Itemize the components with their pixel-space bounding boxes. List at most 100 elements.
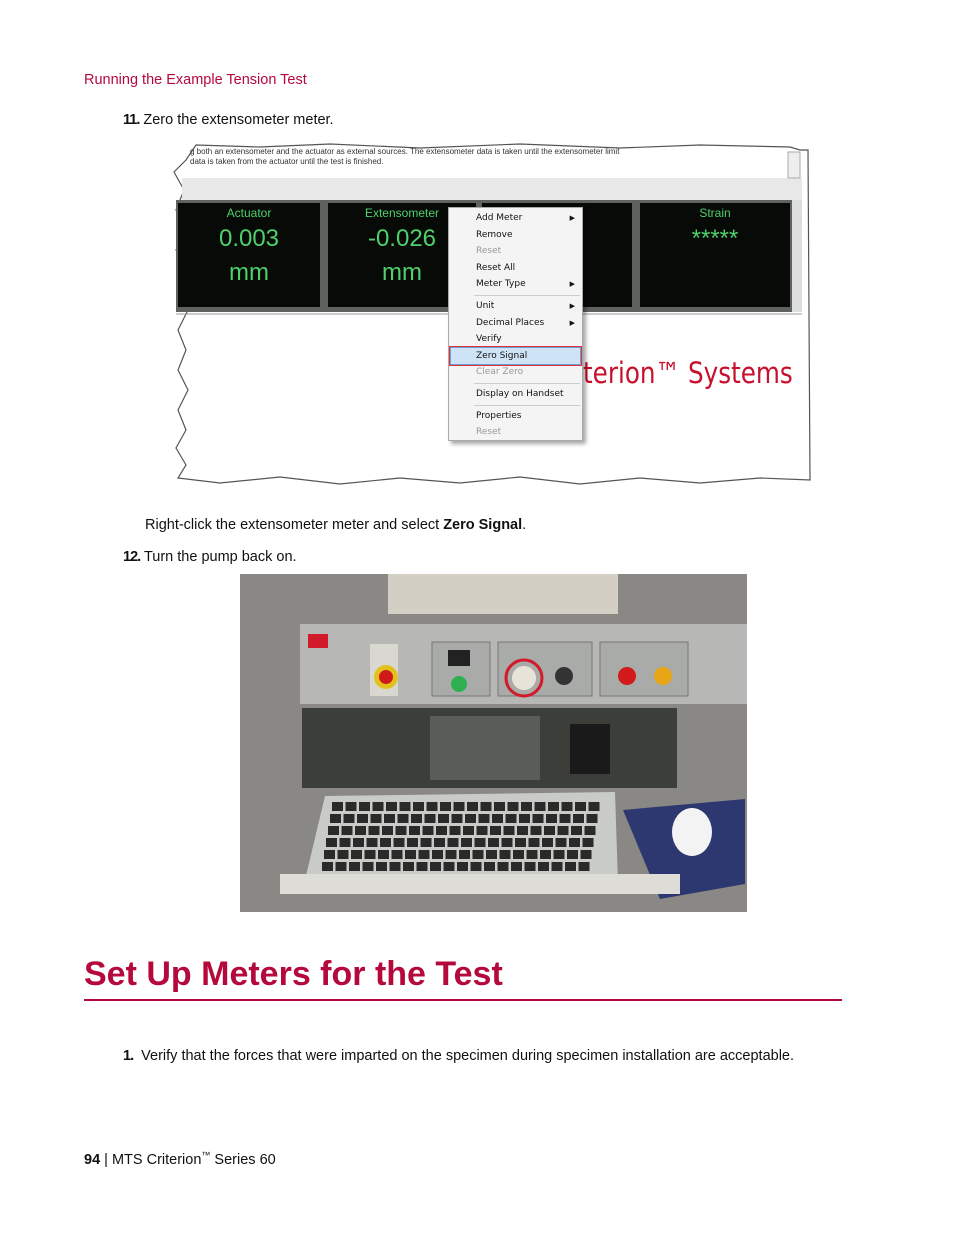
key xyxy=(494,802,505,811)
key xyxy=(538,862,549,871)
running-header: Running the Example Tension Test xyxy=(84,72,307,88)
step: 1. Verify that the forces that were impa… xyxy=(123,1048,794,1064)
key xyxy=(418,850,430,859)
menu-item[interactable]: Meter Type ▶ xyxy=(449,276,582,293)
key xyxy=(389,862,401,871)
menu-label: Display on Handset xyxy=(476,388,564,399)
key xyxy=(478,814,490,823)
key xyxy=(557,826,569,835)
step-number: 1. xyxy=(123,1048,134,1064)
key xyxy=(449,826,461,835)
menu-item[interactable]: Reset xyxy=(449,243,582,260)
key xyxy=(586,814,598,823)
key xyxy=(349,862,360,871)
key xyxy=(515,838,526,847)
step-number: 12. xyxy=(123,549,141,565)
key xyxy=(330,814,341,823)
menu-item[interactable]: Zero Signal xyxy=(450,346,581,366)
key xyxy=(530,826,542,835)
key xyxy=(376,862,387,871)
key xyxy=(405,850,416,859)
menu-label: Clear Zero xyxy=(476,367,524,378)
meter-label: Extensometer xyxy=(364,206,440,220)
meter: Strain ***** xyxy=(640,203,790,307)
description: data is taken from the actuator until th… xyxy=(190,157,384,166)
key xyxy=(561,802,573,811)
section-title: Set Up Meters for the Test xyxy=(84,955,503,993)
key xyxy=(499,850,511,859)
key xyxy=(399,802,411,811)
key xyxy=(553,850,565,859)
key xyxy=(503,826,515,835)
key xyxy=(351,850,362,859)
key xyxy=(370,814,382,823)
key xyxy=(345,802,357,811)
menu-item[interactable]: Remove xyxy=(449,227,582,244)
key xyxy=(403,862,414,871)
menu-item[interactable]: Reset All xyxy=(449,260,582,277)
context-menu: Add Meter ▶ Remove Reset Reset All Meter Type… xyxy=(448,207,583,441)
key xyxy=(461,838,472,847)
menu-item[interactable]: Verify xyxy=(449,331,582,348)
menu-item[interactable]: Clear Zero xyxy=(449,364,582,381)
key xyxy=(507,802,519,811)
caption-bold: Zero Signal xyxy=(443,517,523,533)
key xyxy=(438,814,449,823)
key xyxy=(467,802,478,811)
key xyxy=(565,862,576,871)
key xyxy=(555,838,567,847)
key xyxy=(386,802,397,811)
key xyxy=(411,814,422,823)
key xyxy=(326,838,337,847)
key xyxy=(368,826,380,835)
key xyxy=(524,862,536,871)
scrollbar xyxy=(787,151,801,179)
photo xyxy=(240,574,747,912)
key xyxy=(528,838,540,847)
menu-item[interactable]: Reset xyxy=(449,424,582,441)
page-number: 94 xyxy=(84,1151,101,1168)
key xyxy=(322,862,333,871)
meter-unit: mm xyxy=(229,259,269,286)
menu-label: Decimal Places xyxy=(476,317,545,328)
menu-item[interactable]: Decimal Places ▶ xyxy=(449,315,582,332)
menu-item[interactable]: Unit ▶ xyxy=(449,298,582,315)
key xyxy=(432,850,443,859)
step: 11. Zero the extensometer meter. xyxy=(123,112,334,128)
key xyxy=(407,838,418,847)
caption: Right-click the extensometer meter and s… xyxy=(145,517,526,533)
meter-label: Strain xyxy=(699,206,731,220)
key xyxy=(575,802,586,811)
menu-item[interactable]: Display on Handset xyxy=(449,386,582,403)
section-rule xyxy=(84,999,842,1001)
key xyxy=(366,838,378,847)
key xyxy=(513,850,524,859)
key xyxy=(393,838,405,847)
key xyxy=(372,802,384,811)
key xyxy=(492,814,503,823)
key xyxy=(447,838,459,847)
key xyxy=(422,826,434,835)
key xyxy=(451,814,463,823)
key xyxy=(430,862,441,871)
key xyxy=(359,802,370,811)
caption-text: Right-click the extensometer meter and s… xyxy=(145,517,444,533)
menu-label: Reset xyxy=(476,246,502,257)
menu-item[interactable]: Add Meter ▶ xyxy=(449,210,582,227)
key xyxy=(353,838,364,847)
key xyxy=(434,838,445,847)
menu-item[interactable]: Properties xyxy=(449,408,582,425)
menu-separator xyxy=(474,404,580,406)
key xyxy=(472,850,484,859)
key xyxy=(559,814,571,823)
key xyxy=(416,862,428,871)
key xyxy=(343,814,355,823)
footer: 94 | MTS Criterion™ Series 60 xyxy=(84,1150,276,1168)
menu-separator xyxy=(474,294,580,296)
toolbar xyxy=(182,178,802,200)
key xyxy=(542,838,553,847)
key xyxy=(397,814,409,823)
key xyxy=(571,826,582,835)
key xyxy=(488,838,499,847)
key xyxy=(443,862,455,871)
